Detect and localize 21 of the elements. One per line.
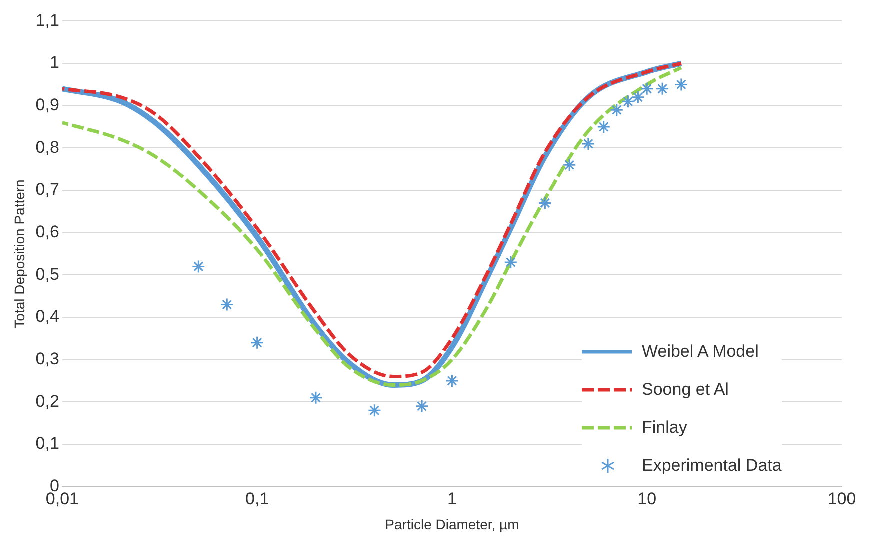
y-tick-label: 0,3 (36, 350, 60, 369)
y-tick-label: 0,9 (36, 96, 60, 115)
y-tick-label: 0,1 (36, 434, 60, 454)
y-tick-label: 0,2 (36, 392, 60, 411)
y-tick-label: 1,1 (36, 10, 60, 30)
y-tick-label: 1 (50, 53, 60, 72)
y-tick-label: 0,4 (36, 307, 60, 326)
legend-label: Finlay (642, 418, 688, 438)
x-tick-label: 10 (638, 490, 657, 509)
legend-label: Weibel A Model (642, 342, 759, 362)
y-tick-label: 0,6 (36, 222, 60, 242)
y-tick-label: 0,7 (36, 180, 60, 200)
legend-label: Soong et Al (642, 380, 729, 400)
y-axis-title: Total Deposition Pattern (11, 180, 28, 328)
x-tick-label: 0,1 (246, 490, 270, 509)
x-axis-title: Particle Diameter, µm (385, 516, 520, 532)
x-tick-label: 1 (447, 490, 457, 509)
legend-label: Experimental Data (642, 456, 782, 476)
y-tick-label: 0,5 (36, 264, 60, 284)
y-tick-label: 0,8 (36, 138, 60, 157)
x-tick-label: 100 (828, 490, 856, 509)
